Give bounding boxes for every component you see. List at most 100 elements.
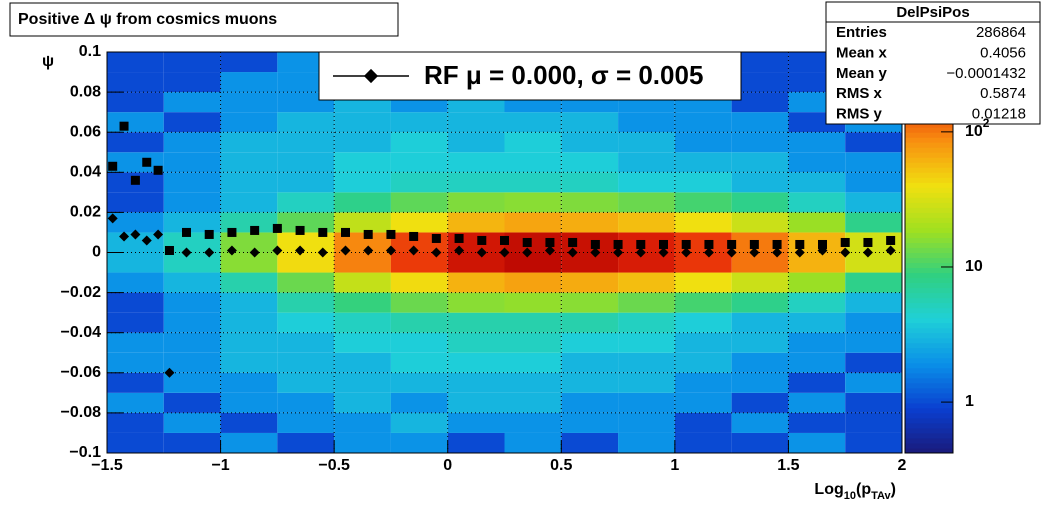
heat-cell	[674, 152, 732, 173]
heat-cell	[277, 212, 335, 233]
heat-cell	[220, 432, 278, 453]
heat-cell	[674, 392, 732, 413]
x-axis-label-part: TAv	[871, 490, 891, 502]
heat-cell	[334, 172, 391, 193]
heat-cell	[845, 372, 902, 393]
colorbar-swatch	[905, 387, 953, 394]
heat-cell	[674, 372, 732, 393]
heat-cell	[390, 212, 448, 233]
square-marker	[272, 223, 282, 233]
heat-cell	[561, 132, 619, 153]
heat-cell	[731, 312, 789, 333]
heat-cell	[447, 292, 505, 313]
heat-cell	[788, 392, 846, 413]
heat-cell	[334, 232, 391, 253]
colorbar-swatch	[905, 317, 953, 324]
heat-cell	[220, 92, 278, 113]
heat-cell	[390, 292, 448, 313]
heat-cell	[107, 292, 164, 313]
heat-cell	[334, 192, 391, 213]
heat-cell	[845, 312, 902, 333]
colorbar-swatch	[905, 152, 953, 158]
y-tick-label: 0	[92, 244, 101, 261]
square-marker	[119, 121, 129, 131]
colorbar-swatch	[905, 272, 953, 279]
heat-cell	[390, 132, 448, 153]
colorbar-swatch	[905, 417, 953, 424]
heat-cell	[504, 412, 562, 433]
heat-cell	[561, 172, 619, 193]
heat-cell	[334, 392, 391, 413]
diamond-marker	[363, 245, 374, 256]
colorbar-swatch	[905, 172, 953, 178]
z-tick-base: 10	[965, 258, 983, 275]
heat-cell	[618, 152, 675, 173]
heat-cell	[731, 112, 789, 133]
square-marker	[341, 227, 350, 237]
heat-cell	[107, 412, 164, 433]
heat-cell	[277, 272, 335, 293]
heat-cell	[561, 352, 619, 373]
diamond-marker	[658, 247, 669, 258]
square-marker	[681, 239, 691, 249]
diamond-marker	[272, 245, 283, 256]
heat-cell	[163, 312, 221, 333]
heat-cell	[845, 412, 902, 433]
colorbar-swatch	[905, 262, 953, 269]
colorbar-swatch	[905, 307, 953, 314]
square-marker	[659, 239, 668, 249]
heat-cell	[107, 332, 164, 353]
heat-cell	[504, 312, 562, 333]
colorbar-swatch	[905, 402, 953, 409]
heat-cell	[334, 132, 391, 153]
colorbar-swatch	[905, 222, 953, 228]
x-axis-label-part: (p	[856, 481, 871, 498]
y-axis-label: ψ	[42, 53, 54, 70]
colorbar-swatch	[905, 357, 953, 364]
heat-cell	[731, 72, 789, 93]
colorbar-swatch	[905, 232, 953, 238]
heat-cell	[447, 272, 505, 293]
colorbar-swatch	[905, 447, 953, 454]
square-marker	[818, 239, 827, 249]
y-tick-label: 0.02	[70, 204, 101, 221]
heat-cell	[674, 412, 732, 433]
heat-cell	[447, 432, 505, 453]
heat-cell	[334, 112, 391, 133]
heat-cell	[163, 72, 221, 93]
colorbar-swatch	[905, 327, 953, 334]
heat-cell	[845, 132, 902, 153]
heat-cell	[163, 52, 221, 73]
stats-key: RMS x	[836, 85, 883, 102]
diamond-marker	[772, 247, 783, 258]
diamond-marker	[544, 245, 555, 256]
heat-cell	[788, 132, 846, 153]
heat-cell	[447, 392, 505, 413]
heat-cell	[390, 192, 448, 213]
profiles	[107, 121, 896, 378]
y-tick-label: −0.08	[61, 404, 102, 421]
y-tick-label: 0.08	[70, 83, 101, 100]
diamond-marker	[840, 247, 851, 258]
y-tick-label: 0.04	[70, 164, 101, 181]
colorbar-swatch	[905, 427, 953, 434]
colorbar-swatch	[905, 217, 953, 223]
heat-cell	[447, 312, 505, 333]
heat-cell	[107, 52, 164, 73]
heat-cell	[788, 272, 846, 293]
x-axis-label-part: Log	[814, 481, 843, 498]
z-tick-base: 1	[965, 393, 974, 410]
square-marker	[795, 239, 805, 249]
heat-cell	[731, 212, 789, 233]
heat-cell	[107, 312, 164, 333]
y-tick-label: 0.1	[79, 43, 101, 60]
colorbar-swatch	[905, 382, 953, 389]
heat-cell	[163, 92, 221, 113]
square-marker	[318, 227, 328, 237]
heat-cell	[788, 192, 846, 213]
heat-cell	[107, 212, 164, 233]
heat-cell	[618, 372, 675, 393]
diamond-marker	[340, 245, 351, 256]
heat-cell	[390, 392, 448, 413]
heat-cell	[504, 172, 562, 193]
